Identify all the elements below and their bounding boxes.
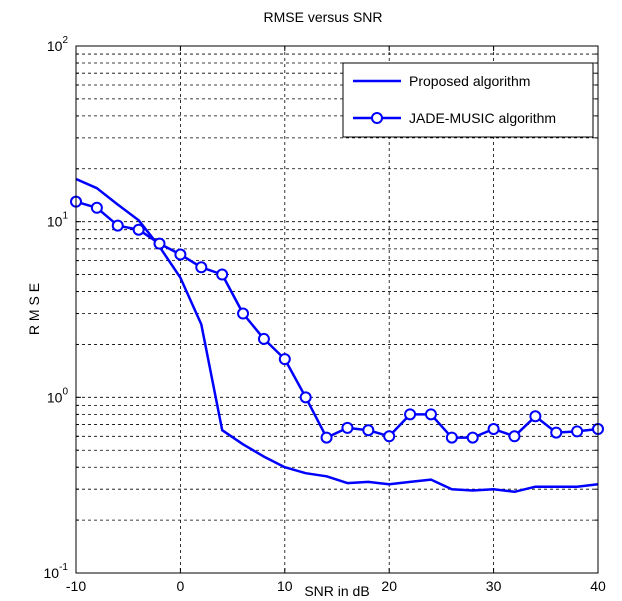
data-point xyxy=(341,421,354,434)
plot-area xyxy=(70,177,604,494)
x-axis-label: SNR in dB xyxy=(304,583,369,599)
data-point xyxy=(487,423,500,436)
data-point xyxy=(404,408,417,421)
axes-box xyxy=(75,45,599,574)
data-point xyxy=(550,426,563,439)
x-tick-label: 30 xyxy=(486,578,502,594)
y-axis-label: R M S E xyxy=(26,283,42,335)
legend-label: JADE-MUSIC algorithm xyxy=(409,110,556,126)
legend-label: Proposed algorithm xyxy=(409,73,530,89)
data-point xyxy=(257,332,270,345)
data-point xyxy=(299,391,312,404)
data-point xyxy=(445,431,458,444)
data-point xyxy=(216,268,229,281)
chart-title: RMSE versus SNR xyxy=(263,9,382,25)
series-line-2 xyxy=(75,200,599,439)
x-tick-label: -10 xyxy=(66,578,86,594)
legend-box xyxy=(342,62,594,138)
data-point xyxy=(174,248,187,261)
data-point xyxy=(424,408,437,421)
grid xyxy=(76,46,598,573)
data-point xyxy=(132,223,145,236)
data-point xyxy=(571,425,584,438)
x-tick-label: 10 xyxy=(277,578,293,594)
data-point xyxy=(320,431,333,444)
data-point xyxy=(466,431,479,444)
data-point xyxy=(362,424,375,437)
y-tick-label: 100 xyxy=(47,386,69,405)
data-point xyxy=(508,430,521,443)
data-point xyxy=(90,201,103,214)
axis-ticks: -10 0 10 20 30 40 10-1 100 101 102 xyxy=(44,35,606,594)
x-tick-label: 0 xyxy=(177,578,185,594)
y-tick-label: 102 xyxy=(47,35,69,54)
y-tick-label: 10-1 xyxy=(44,562,69,581)
data-point xyxy=(111,219,124,232)
data-point xyxy=(383,430,396,443)
series-line-1 xyxy=(75,177,599,494)
x-tick-label: 40 xyxy=(590,578,606,594)
data-point xyxy=(195,261,208,274)
x-tick-label: 20 xyxy=(381,578,397,594)
data-point xyxy=(529,410,542,423)
data-point xyxy=(153,237,166,250)
data-point xyxy=(278,353,291,366)
data-point xyxy=(237,307,250,320)
y-tick-label: 101 xyxy=(47,211,69,230)
legend-marker xyxy=(371,112,383,124)
legend: Proposed algorithm JADE-MUSIC algorithm xyxy=(342,62,594,138)
